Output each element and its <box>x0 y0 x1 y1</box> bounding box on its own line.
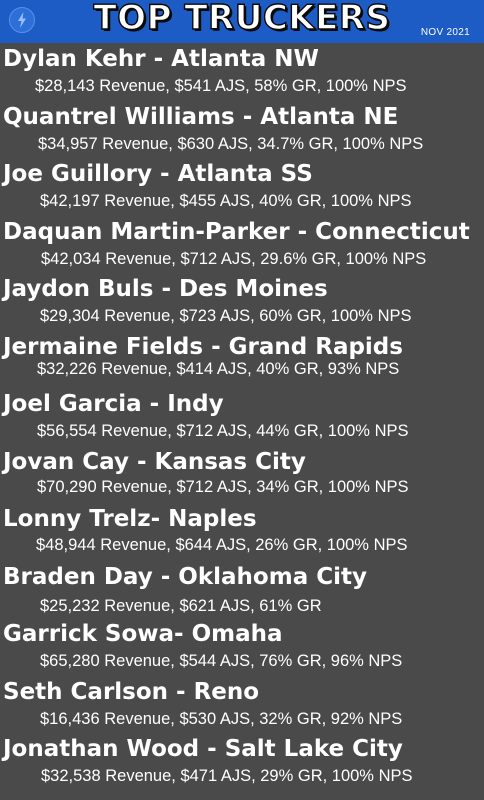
trucker-name: Garrick Sowa- Omaha <box>3 621 283 647</box>
trucker-stats: $70,290 Revenue, $712 AJS, 34% GR, 100% … <box>37 477 409 496</box>
trucker-name: Braden Day - Oklahoma City <box>3 563 367 590</box>
trucker-stats: $56,554 Revenue, $712 AJS, 44% GR, 100% … <box>37 422 409 440</box>
trucker-name: Jermaine Fields - Grand Rapids <box>3 333 403 360</box>
trucker-name: Joel Garcia - Indy <box>3 391 224 417</box>
list-item: Quantrel Williams - Atlanta NE $34,957 R… <box>0 101 484 159</box>
trucker-stats: $42,034 Revenue, $712 AJS, 29.6% GR, 100… <box>41 249 427 268</box>
list-item: Lonny Trelz- Naples $48,944 Revenue, $64… <box>0 503 484 561</box>
trucker-stats: $29,304 Revenue, $723 AJS, 60% GR, 100% … <box>40 307 412 325</box>
list-item: Jaydon Buls - Des Moines $29,304 Revenue… <box>0 273 484 331</box>
list-item: Joel Garcia - Indy $56,554 Revenue, $712… <box>0 388 484 446</box>
trucker-stats: $42,197 Revenue, $455 AJS, 40% GR, 100% … <box>40 192 412 210</box>
list-item: Jermaine Fields - Grand Rapids $32,226 R… <box>0 331 484 389</box>
trucker-name: Seth Carlson - Reno <box>3 678 260 705</box>
list-item: Dylan Kehr - Atlanta NW $28,143 Revenue,… <box>0 43 484 101</box>
date-label: NOV 2021 <box>420 27 470 38</box>
trucker-stats: $48,944 Revenue, $644 AJS, 26% GR, 100% … <box>36 536 408 554</box>
list-item: Braden Day - Oklahoma City $25,232 Reven… <box>0 561 484 619</box>
trucker-name: Jonathan Wood - Salt Lake City <box>3 736 403 762</box>
list-item: Daquan Martin-Parker - Connecticut $42,0… <box>0 216 484 274</box>
trucker-stats: $34,957 Revenue, $630 AJS, 34.7% GR, 100… <box>38 134 424 153</box>
trucker-stats: $25,232 Revenue, $621 AJS, 61% GR <box>40 596 322 615</box>
trucker-stats: $28,143 Revenue, $541 AJS, 58% GR, 100% … <box>35 77 407 95</box>
trucker-name: Lonny Trelz- Naples <box>3 506 257 532</box>
page-title: TOP TRUCKERS <box>93 0 391 39</box>
trucker-name: Jaydon Buls - Des Moines <box>3 276 328 302</box>
trucker-name: Jovan Cay - Kansas City <box>3 448 306 475</box>
trucker-name: Daquan Martin-Parker - Connecticut <box>3 218 470 245</box>
lightning-bolt-icon <box>9 7 35 33</box>
trucker-stats: $32,538 Revenue, $471 AJS, 29% GR, 100% … <box>41 767 413 785</box>
trucker-name: Quantrel Williams - Atlanta NE <box>3 103 399 130</box>
list-item: Jovan Cay - Kansas City $70,290 Revenue,… <box>0 446 484 504</box>
list-item: Seth Carlson - Reno $16,436 Revenue, $53… <box>0 676 484 734</box>
list-item: Joe Guillory - Atlanta SS $42,197 Revenu… <box>0 158 484 216</box>
trucker-name: Dylan Kehr - Atlanta NW <box>3 46 319 72</box>
trucker-stats: $16,436 Revenue, $530 AJS, 32% GR, 92% N… <box>40 709 403 728</box>
list-item: Jonathan Wood - Salt Lake City $32,538 R… <box>0 733 484 791</box>
trucker-stats: $65,280 Revenue, $544 AJS, 76% GR, 96% N… <box>40 652 403 670</box>
trucker-list: Dylan Kehr - Atlanta NW $28,143 Revenue,… <box>0 43 484 791</box>
trucker-name: Joe Guillory - Atlanta SS <box>3 161 313 187</box>
header-bar: TOP TRUCKERS NOV 2021 <box>0 0 484 43</box>
trucker-stats: $32,226 Revenue, $414 AJS, 40% GR, 93% N… <box>37 359 400 378</box>
list-item: Garrick Sowa- Omaha $65,280 Revenue, $54… <box>0 618 484 676</box>
